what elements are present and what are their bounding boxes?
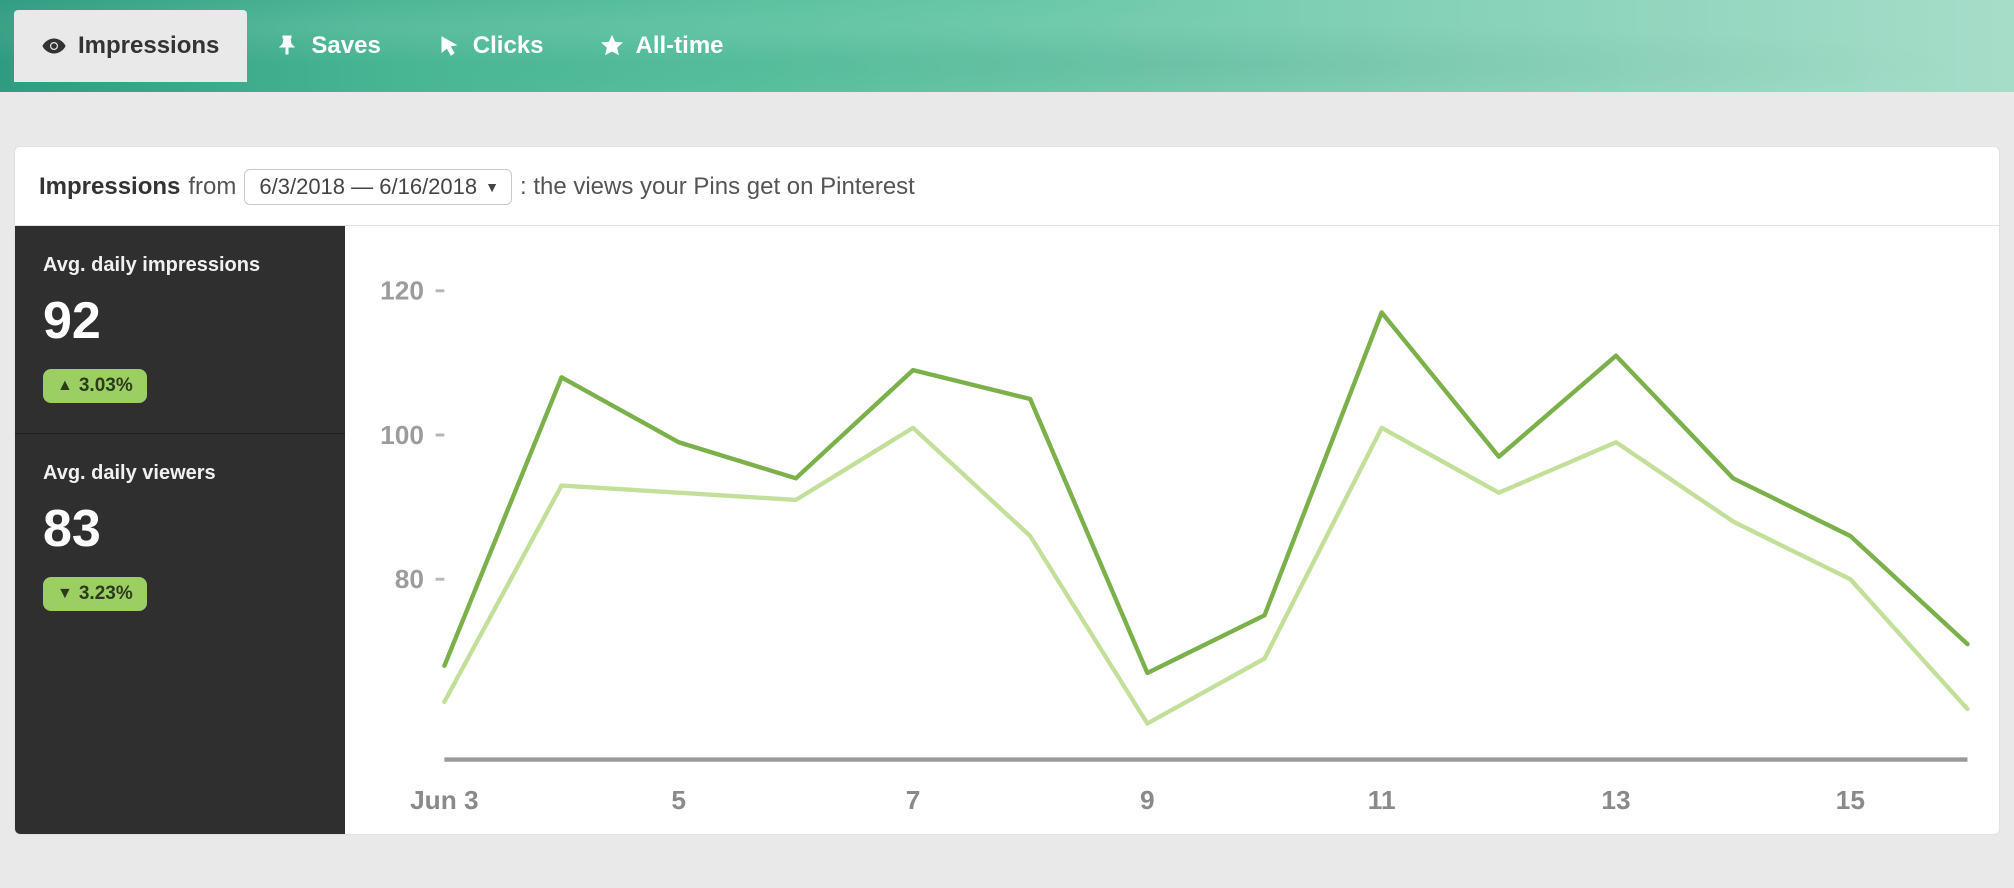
stat-value: 92 — [43, 295, 317, 347]
tab-label: Impressions — [78, 32, 219, 60]
tab-clicks[interactable]: Clicks — [409, 10, 572, 82]
card-body: Avg. daily impressions 92 ▲ 3.03% Avg. d… — [15, 226, 1999, 834]
date-range-value: 6/3/2018 — 6/16/2018 — [259, 174, 477, 200]
stats-panel: Avg. daily impressions 92 ▲ 3.03% Avg. d… — [15, 226, 345, 834]
tab-label: All-time — [636, 32, 724, 60]
arrow-up-icon: ▲ — [57, 378, 73, 394]
impressions-card: Impressions from 6/3/2018 — 6/16/2018 ▼ … — [14, 146, 2000, 835]
svg-text:11: 11 — [1368, 785, 1396, 815]
analytics-header: Impressions Saves Clicks All-time — [0, 0, 2014, 92]
cursor-icon — [437, 34, 461, 58]
svg-text:13: 13 — [1601, 785, 1630, 815]
eye-icon — [42, 34, 66, 58]
caret-down-icon: ▼ — [485, 179, 499, 195]
svg-text:7: 7 — [906, 785, 921, 815]
impressions-chart: 80 100 120 Jun 3 5 7 9 11 13 15 — [345, 226, 1999, 834]
tab-impressions[interactable]: Impressions — [14, 10, 247, 82]
card-title: Impressions — [39, 173, 180, 201]
svg-text:80: 80 — [395, 564, 424, 594]
svg-text:9: 9 — [1140, 785, 1155, 815]
tab-label: Clicks — [473, 32, 544, 60]
metric-tabs: Impressions Saves Clicks All-time — [14, 10, 752, 82]
tab-alltime[interactable]: All-time — [572, 10, 752, 82]
stat-avg-daily-viewers[interactable]: Avg. daily viewers 83 ▼ 3.23% — [15, 434, 345, 641]
stat-label: Avg. daily impressions — [43, 254, 317, 277]
stat-delta-value: 3.03% — [79, 375, 133, 397]
stat-label: Avg. daily viewers — [43, 462, 317, 485]
svg-text:120: 120 — [380, 276, 424, 306]
stat-value: 83 — [43, 503, 317, 555]
date-range-picker[interactable]: 6/3/2018 — 6/16/2018 ▼ — [244, 169, 512, 205]
stat-delta-badge: ▲ 3.03% — [43, 369, 147, 403]
svg-text:Jun 3: Jun 3 — [410, 785, 479, 815]
card-header: Impressions from 6/3/2018 — 6/16/2018 ▼ … — [15, 147, 1999, 226]
tab-saves[interactable]: Saves — [247, 10, 408, 82]
svg-text:5: 5 — [671, 785, 686, 815]
tab-label: Saves — [311, 32, 380, 60]
arrow-down-icon: ▼ — [57, 586, 73, 602]
line-chart-svg: 80 100 120 Jun 3 5 7 9 11 13 15 — [351, 246, 1985, 824]
stat-delta-badge: ▼ 3.23% — [43, 577, 147, 611]
card-description: : the views your Pins get on Pinterest — [520, 173, 915, 201]
svg-text:15: 15 — [1836, 785, 1865, 815]
star-icon — [600, 34, 624, 58]
svg-text:100: 100 — [380, 420, 424, 450]
stat-delta-value: 3.23% — [79, 583, 133, 605]
stat-avg-daily-impressions[interactable]: Avg. daily impressions 92 ▲ 3.03% — [15, 226, 345, 434]
card-title-from: from — [188, 173, 236, 201]
pin-icon — [275, 34, 299, 58]
